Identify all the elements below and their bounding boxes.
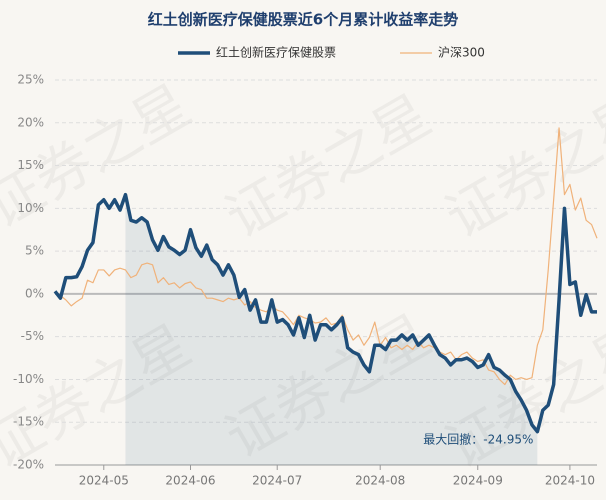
y-tick-label: 5% [25, 244, 44, 258]
series-line [53, 192, 597, 434]
x-tick-label: 2024-05 [79, 474, 129, 488]
y-tick-label: 15% [17, 158, 44, 172]
chart-title: 红土创新医疗保健股票近6个月累计收益率走势 [148, 11, 458, 29]
x-tick-label: 2024-10 [545, 474, 595, 488]
series-line [54, 127, 598, 386]
y-tick-label: 20% [17, 115, 44, 129]
drawdown-label: 最大回撤：-24.95% [423, 432, 533, 447]
x-tick-label: 2024-07 [252, 474, 302, 488]
x-tick-label: 2024-09 [453, 474, 503, 488]
y-tick-label: -15% [13, 415, 44, 429]
y-tick-label: 0% [25, 286, 44, 300]
drawdown-area [125, 194, 538, 465]
y-tick-label: 10% [17, 201, 44, 215]
y-tick-label: -5% [21, 329, 44, 343]
legend-label: 沪深300 [438, 46, 485, 60]
x-tick-label: 2024-06 [165, 474, 215, 488]
y-tick-label: 25% [17, 73, 44, 87]
y-tick-label: -20% [13, 458, 44, 472]
x-tick-label: 2024-08 [355, 474, 405, 488]
legend-label: 红土创新医疗保健股票 [216, 45, 336, 60]
y-tick-label: -10% [13, 372, 44, 386]
